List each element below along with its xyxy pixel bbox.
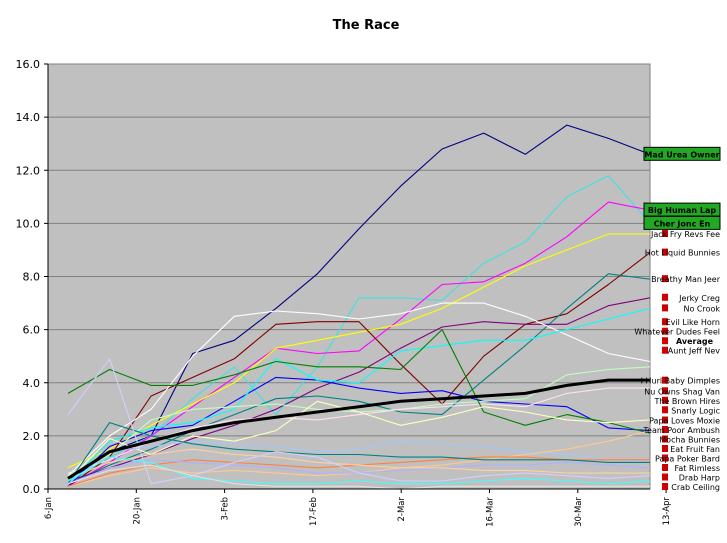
y-axis: 0.0 2.0 4.0 6.0 8.0 10.0 12.0 14.0 16.0 [16,58,49,496]
series-marker [662,293,668,301]
series-marker [662,406,668,414]
series-line [67,302,651,477]
series-marker [662,483,668,490]
x-tick-label: 13-Apr [662,496,672,525]
series-marker [662,304,668,312]
series-marker [662,396,668,404]
series-line [67,329,651,434]
series-marker [662,416,668,424]
series-label: Aunt Jeff Nev [668,347,721,356]
x-tick-label: 16-Mar [486,496,496,526]
series-label: Nu Owns Shag Van [644,387,720,396]
series-marker [662,454,668,462]
series-line [67,124,651,482]
y-tick-label: 12.0 [16,164,41,177]
series-label-box [643,215,721,230]
y-tick-label: 14.0 [16,111,41,124]
series-marker [662,387,668,395]
series-marker [662,318,668,326]
series-marker [662,376,668,384]
chart-title: The Race [333,18,400,33]
series-label: Big Human Lap [648,206,716,215]
series-marker [662,346,668,354]
x-tick-label: 2-Mar [397,496,407,521]
series-label-box [643,146,721,161]
series-label: Papa Poker Bard [655,455,720,464]
y-tick-label: 6.0 [23,324,41,337]
series-marker [662,445,668,452]
series-marker [662,473,668,481]
series-line [67,378,650,480]
series-marker [662,435,668,443]
x-tick-label: 17-Feb [309,497,319,526]
series-line [67,400,651,482]
series-label: Evil Like Horn [666,318,720,327]
series-line [67,376,651,487]
series-lines [67,124,651,490]
series-label: Average [676,337,714,346]
y-tick-label: 2.0 [23,430,41,443]
series-line [67,273,651,485]
x-tick-label: 3-Feb [221,497,231,521]
series-label: Whatever Dudes Feel [634,328,720,337]
y-tick-label: 0.0 [23,483,41,496]
y-tick-label: 4.0 [23,377,41,390]
series-marker [662,275,668,283]
series-marker [662,327,668,335]
series-label: Drab Harp [679,474,720,483]
series-label: Snarly Logic [671,406,720,415]
series-marker [662,230,668,237]
series-label: Team Poor Ambush [643,426,721,435]
series-label: Mocha Bunnies [659,436,720,445]
series-label: The Brown Hires [653,397,720,406]
series-label: No Crook [683,304,720,313]
x-tick-label: 6-Jan [44,497,54,519]
y-tick-label: 16.0 [16,58,41,71]
series-label: Breathy Man Jeer [651,275,721,284]
series-label: Papa Loves Moxie [649,417,720,426]
series-marker [662,464,668,471]
x-axis: 6-Jan 20-Jan 3-Feb 17-Feb 2-Mar 16-Mar 30-Mar 1… [44,488,672,527]
x-tick-label: 30-Mar [574,496,584,526]
series-line [67,307,651,485]
series-line [67,297,651,482]
series-label: Fat Rimless [674,464,720,473]
series-label: Jack Fry Revs Fee [650,230,720,239]
y-tick-label: 10.0 [16,217,41,230]
series-marker [662,248,668,256]
series-label: Jerky Creg [678,294,720,303]
series-labels: Mad Urea Owner Big Human Lap Cher Jonc En J… [634,146,721,492]
series-label: Cher Jonc En [654,219,711,228]
series-line [67,448,650,479]
gridlines [48,63,650,437]
series-label: Eat Fruit Fan [670,445,720,454]
series-label: Crab Ceiling [671,483,720,492]
series-marker [662,337,668,345]
y-tick-label: 8.0 [23,271,41,284]
series-line [67,440,651,485]
series-label: I Hurl Baby Dimples [641,377,720,386]
series-line [67,233,650,469]
series-label: Mad Urea Owner [644,150,719,159]
series-marker [662,426,668,433]
series-line [67,175,651,485]
series-line [67,456,651,485]
series-label: Hot Liquid Bunnies [645,249,720,258]
x-tick-label: 20-Jan [132,497,142,524]
series-line [67,252,651,487]
series-line [67,358,651,485]
series-line [67,464,650,490]
